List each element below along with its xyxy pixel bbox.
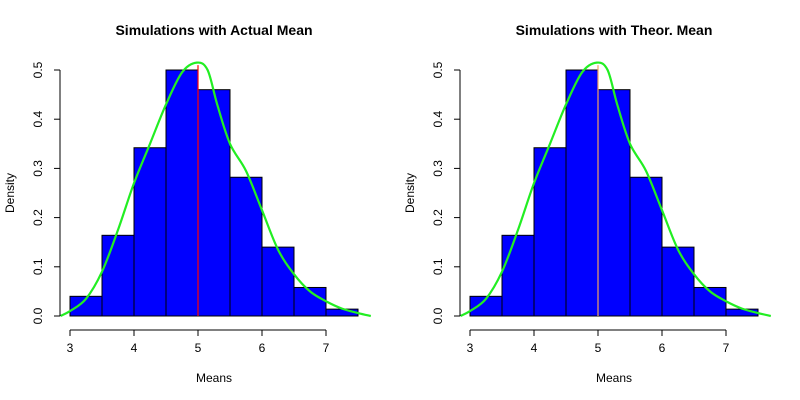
y-tick-label: 0.1 bbox=[431, 258, 445, 275]
y-axis-label: Density bbox=[3, 173, 17, 213]
x-tick-label: 6 bbox=[659, 341, 666, 355]
histogram-bar-4 bbox=[597, 89, 631, 317]
y-tick-label: 0.2 bbox=[431, 209, 445, 226]
plot-area: 0.0 0.1 0.2 0.3 0.4 0.5 3 4 5 6 7 bbox=[31, 61, 372, 355]
panel-actual-mean: Simulations with Actual Mean Means Densi… bbox=[3, 22, 372, 385]
x-tick-label: 5 bbox=[595, 341, 602, 355]
y-axis-label: Density bbox=[403, 173, 417, 213]
histogram-bar-3 bbox=[565, 69, 599, 317]
y-tick-label: 0.4 bbox=[431, 111, 445, 128]
histogram-bar-2 bbox=[533, 147, 567, 317]
histogram-bar-5 bbox=[629, 176, 663, 317]
panel-theoretical-mean: Simulations with Theor. Mean Means Densi… bbox=[403, 22, 772, 385]
histogram-bar-5 bbox=[229, 176, 263, 317]
y-tick-label: 0.3 bbox=[31, 160, 45, 177]
x-tick-label: 3 bbox=[67, 341, 74, 355]
histogram-bar-6 bbox=[261, 246, 295, 317]
y-tick-label: 0.1 bbox=[31, 258, 45, 275]
y-tick-label: 0.0 bbox=[431, 307, 445, 324]
chart-title: Simulations with Theor. Mean bbox=[516, 22, 713, 38]
histogram-bar-1 bbox=[101, 234, 135, 317]
y-tick-label: 0.0 bbox=[31, 307, 45, 324]
y-tick-label: 0.5 bbox=[31, 61, 45, 78]
histogram-bar-1 bbox=[501, 234, 535, 317]
plot-area: 0.0 0.1 0.2 0.3 0.4 0.5 3 4 5 6 7 bbox=[431, 61, 772, 355]
x-tick-label: 7 bbox=[723, 341, 730, 355]
x-axis-label: Means bbox=[596, 371, 632, 385]
y-tick-label: 0.3 bbox=[431, 160, 445, 177]
histogram-bar-6 bbox=[661, 246, 695, 317]
density-curve bbox=[459, 61, 772, 318]
histogram-bar-4 bbox=[197, 89, 231, 317]
histogram-bar-2 bbox=[133, 147, 167, 317]
y-tick-label: 0.2 bbox=[31, 209, 45, 226]
x-tick-label: 7 bbox=[323, 341, 330, 355]
y-tick-label: 0.5 bbox=[431, 61, 445, 78]
x-tick-label: 3 bbox=[467, 341, 474, 355]
x-tick-label: 6 bbox=[259, 341, 266, 355]
x-axis-label: Means bbox=[196, 371, 232, 385]
histogram-bar-3 bbox=[165, 69, 199, 317]
y-tick-label: 0.4 bbox=[31, 111, 45, 128]
x-tick-label: 5 bbox=[195, 341, 202, 355]
density-curve bbox=[59, 61, 372, 318]
chart-title: Simulations with Actual Mean bbox=[115, 22, 312, 38]
x-tick-label: 4 bbox=[531, 341, 538, 355]
x-tick-label: 4 bbox=[131, 341, 138, 355]
